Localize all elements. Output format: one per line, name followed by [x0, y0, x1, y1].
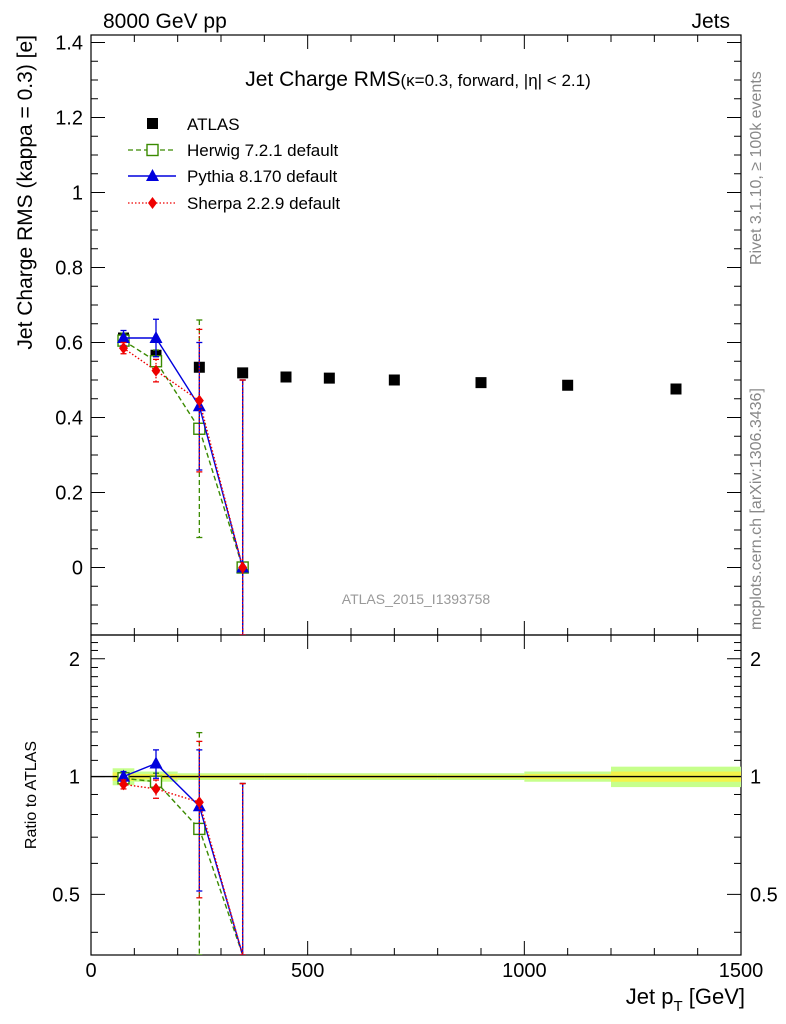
ratio-sherpa-line [123, 783, 244, 955]
header-left: 8000 GeV pp [103, 10, 227, 33]
x-tick-label: 0 [85, 960, 96, 982]
atlas-point [670, 383, 682, 395]
x-tick-label: 1000 [502, 960, 547, 982]
y-tick-label: 0.6 [55, 333, 83, 355]
atlas-point [280, 371, 292, 383]
legend-sherpa-label: Sherpa 2.2.9 default [187, 194, 340, 213]
main-herwig-line [123, 340, 244, 568]
atlas-point [475, 377, 487, 389]
legend-atlas-marker [147, 118, 158, 129]
ratio-pythia-point [117, 769, 130, 782]
ratio-tick-label-right: 1 [750, 767, 761, 789]
ratio-tick-label: 2 [69, 649, 80, 671]
y-tick-label: 1.4 [55, 33, 83, 55]
main-pythia-point [149, 331, 163, 343]
main-sherpa-point [119, 342, 128, 355]
main-pythia-point [117, 331, 130, 343]
x-axis-label-unit: [GeV] [683, 984, 745, 1009]
legend-item-sherpa: Sherpa 2.2.9 default [128, 194, 340, 213]
ratio-plot-frame [90, 634, 742, 956]
rivet-label: Rivet 3.1.10, ≥ 100k events [748, 71, 765, 265]
ratio-tick-label-right: 0.5 [750, 884, 778, 906]
main-sherpa-point [238, 561, 248, 574]
ratio-pythia-point [149, 756, 163, 769]
x-tick-label: 1500 [719, 960, 764, 982]
header-right: Jets [691, 10, 730, 33]
atlas-group [118, 332, 682, 395]
y-tick-label: 1.2 [55, 108, 83, 130]
x-axis-label-main: Jet p [626, 984, 674, 1009]
ratio-sherpa-point [151, 782, 161, 795]
y-tick-label: 0 [72, 558, 83, 580]
ratio-sherpa-point [119, 778, 128, 791]
ratio-tick-label: 0.5 [52, 884, 80, 906]
y-tick-label: 0.4 [55, 408, 83, 430]
y-tick-label: 0.2 [55, 483, 83, 505]
ratio-y-axis-label: Ratio to ATLAS [23, 741, 40, 849]
main-pythia-line [123, 337, 244, 568]
atlas-point [323, 372, 335, 384]
legend-item-pythia: Pythia 8.170 default [128, 167, 338, 186]
x-axis-label: Jet pT [GeV] [626, 984, 745, 1015]
y-axis-label: Jet Charge RMS (kappa = 0.3) [e] [14, 35, 37, 350]
main-group [117, 318, 250, 635]
analysis-watermark: ATLAS_2015_I1393758 [342, 591, 491, 607]
ratio-tick-label-right: 2 [750, 649, 761, 671]
ratio-group [117, 731, 246, 955]
legend-item-atlas: ATLAS [147, 115, 240, 134]
atlas-point [237, 367, 249, 379]
y-tick-label: 1 [72, 183, 83, 205]
data-layer [117, 318, 682, 955]
legend-item-herwig: Herwig 7.2.1 default [128, 141, 338, 160]
main-sherpa-point [194, 394, 204, 407]
atlas-point [388, 374, 400, 386]
ratio-tick-label: 1 [69, 767, 80, 789]
legend-pythia-marker [146, 169, 159, 181]
x-axis-label-sub: T [673, 998, 682, 1015]
chart-title-main: Jet Charge RMS [245, 68, 400, 91]
ratio-herwig-line [123, 777, 244, 955]
legend-sherpa-marker [148, 197, 157, 209]
ratio-pythia-line [123, 762, 244, 955]
mcplots-label: mcplots.cern.ch [arXiv:1306.3436] [748, 388, 765, 630]
chart-title-sub: (κ=0.3, forward, |η| < 2.1) [400, 71, 590, 90]
tick-layer: 0 500 1000 1500 0 0.2 0.4 0.6 0.8 1 1.2 1.4 0.5 0.5 1 1… [52, 33, 778, 983]
legend: ATLAS Herwig 7.2.1 default Pythia 8.170 … [128, 115, 340, 213]
legend-pythia-label: Pythia 8.170 default [187, 167, 338, 186]
chart-title: Jet Charge RMS(κ=0.3, forward, |η| < 2.1… [245, 68, 591, 91]
ratio-band-layer [91, 766, 741, 788]
y-tick-label: 0.8 [55, 258, 83, 280]
legend-herwig-label: Herwig 7.2.1 default [187, 141, 338, 160]
ratio-sherpa-point [194, 796, 204, 809]
legend-herwig-marker [146, 143, 159, 157]
atlas-point [562, 379, 574, 391]
x-tick-label: 500 [291, 960, 324, 982]
main-sherpa-point [151, 364, 161, 377]
legend-atlas-label: ATLAS [187, 115, 240, 134]
